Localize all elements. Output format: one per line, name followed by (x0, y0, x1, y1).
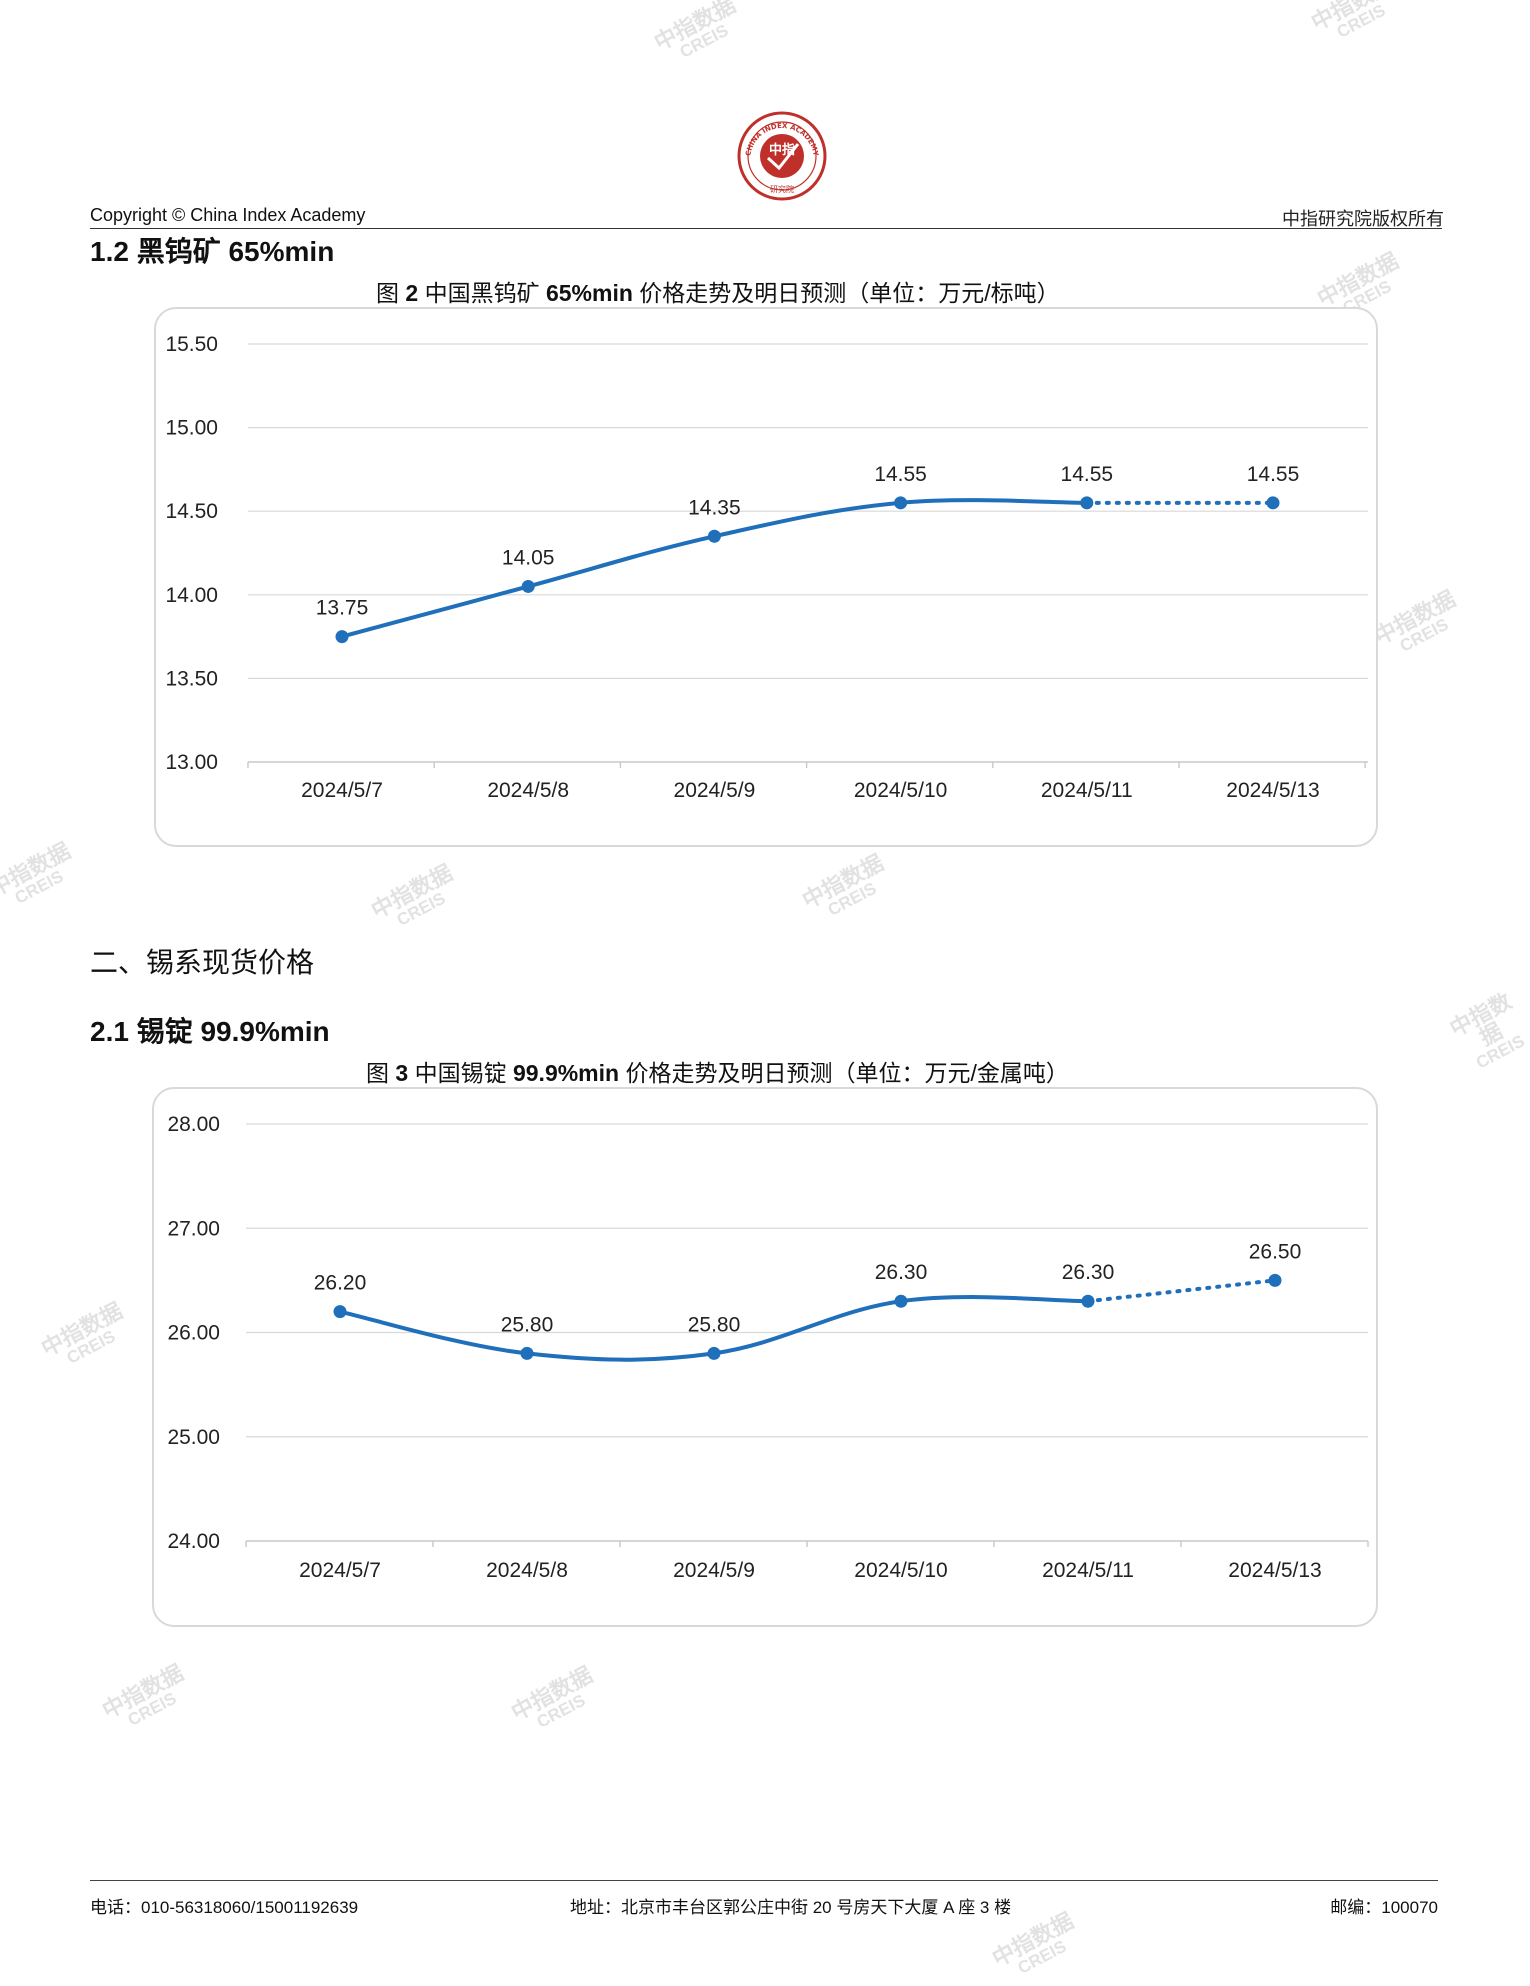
svg-text:研究院: 研究院 (770, 184, 794, 194)
data-label: 14.05 (502, 546, 555, 569)
figure-3-caption-grade: 99.9%min (512, 1060, 620, 1086)
y-tick-label: 27.00 (167, 1217, 220, 1240)
figure-2-chart-frame (154, 307, 1378, 847)
data-point (1081, 1294, 1095, 1308)
figure-2-caption-num: 2 (405, 280, 419, 306)
figure-2-caption: 图 2 中国黑钨矿 65%min 价格走势及明日预测（单位：万元/标吨） (376, 274, 1060, 308)
data-label: 25.80 (501, 1313, 554, 1336)
data-label: 14.55 (1247, 463, 1300, 486)
data-point (707, 1346, 721, 1360)
data-point (521, 579, 535, 593)
data-point (894, 496, 908, 510)
data-label: 26.30 (875, 1261, 928, 1284)
data-label: 13.75 (316, 597, 369, 620)
y-tick-label: 14.50 (165, 500, 218, 523)
y-tick-label: 25.00 (167, 1426, 220, 1449)
y-tick-label: 15.50 (165, 333, 218, 356)
y-tick-label: 15.00 (165, 417, 218, 440)
figure-2-caption-rest: 价格走势及明日预测（单位：万元/标吨） (632, 280, 1060, 306)
data-point (707, 529, 721, 543)
data-point (333, 1305, 347, 1319)
x-tick-label: 2024/5/10 (854, 1559, 947, 1582)
data-label: 14.35 (688, 496, 741, 519)
footer-phone: 电话：010-56318060/15001192639 (90, 1898, 359, 1917)
data-point (335, 630, 349, 644)
figure-2-caption-mid: 中国黑钨矿 (418, 280, 546, 306)
x-tick-label: 2024/5/9 (673, 1559, 755, 1582)
figure-3-chart-frame (152, 1087, 1378, 1627)
x-tick-label: 2024/5/8 (487, 779, 569, 802)
data-point (520, 1346, 534, 1360)
header-rule (90, 228, 1442, 229)
copyright-text: Copyright © China Index Academy (90, 205, 366, 225)
figure-3-caption-num: 3 (395, 1060, 409, 1086)
figure-3-caption-rest: 价格走势及明日预测（单位：万元/金属吨） (619, 1060, 1069, 1086)
data-label: 26.30 (1062, 1261, 1115, 1284)
figure-2-caption-prefix: 图 (376, 280, 406, 306)
figure-3-caption-prefix: 图 (366, 1060, 396, 1086)
data-point (1266, 496, 1280, 510)
data-label: 14.55 (874, 463, 927, 486)
x-tick-label: 2024/5/10 (854, 779, 947, 802)
footer-postcode: 邮编：100070 (1330, 1898, 1438, 1917)
y-tick-label: 24.00 (167, 1530, 220, 1553)
x-tick-label: 2024/5/7 (301, 779, 383, 802)
data-point (894, 1294, 908, 1308)
svg-text:中指: 中指 (769, 142, 795, 158)
x-tick-label: 2024/5/13 (1226, 779, 1319, 802)
section-2-1-title: 2.1 锡锭 99.9%min (90, 1016, 330, 1047)
y-tick-label: 13.00 (165, 751, 218, 774)
china-index-academy-logo: 中指 研究院 CHINA INDEX ACADEMY (737, 111, 827, 201)
y-tick-label: 28.00 (167, 1113, 220, 1136)
series-line-forecast (1086, 1278, 1277, 1304)
data-label: 14.55 (1061, 463, 1114, 486)
footer-address: 地址：北京市丰台区郭公庄中街 20 号房天下大厦 A 座 3 楼 (570, 1898, 1012, 1917)
y-tick-label: 26.00 (167, 1322, 220, 1345)
figure-3-caption: 图 3 中国锡锭 99.9%min 价格走势及明日预测（单位：万元/金属吨） (366, 1054, 1069, 1088)
section-1-2-title: 1.2 黑钨矿 65%min (90, 236, 335, 267)
data-label: 26.20 (314, 1272, 367, 1295)
x-tick-label: 2024/5/11 (1042, 1559, 1134, 1582)
section-2-title: 二、锡系现货价格 (90, 946, 315, 979)
footer-rule (90, 1880, 1438, 1881)
figure-3-caption-mid: 中国锡锭 (408, 1060, 513, 1086)
x-tick-label: 2024/5/11 (1041, 779, 1133, 802)
y-tick-label: 14.00 (165, 584, 218, 607)
rights-text: 中指研究院版权所有 (1282, 209, 1444, 230)
data-label: 26.50 (1249, 1240, 1302, 1263)
data-label: 25.80 (688, 1313, 741, 1336)
x-tick-label: 2024/5/13 (1228, 1559, 1321, 1582)
x-tick-label: 2024/5/8 (486, 1559, 568, 1582)
x-tick-label: 2024/5/7 (299, 1559, 381, 1582)
y-tick-label: 13.50 (165, 667, 218, 690)
figure-2-caption-grade: 65%min (545, 280, 633, 306)
data-point (1268, 1273, 1282, 1287)
x-tick-label: 2024/5/9 (674, 779, 756, 802)
data-point (1080, 496, 1094, 510)
